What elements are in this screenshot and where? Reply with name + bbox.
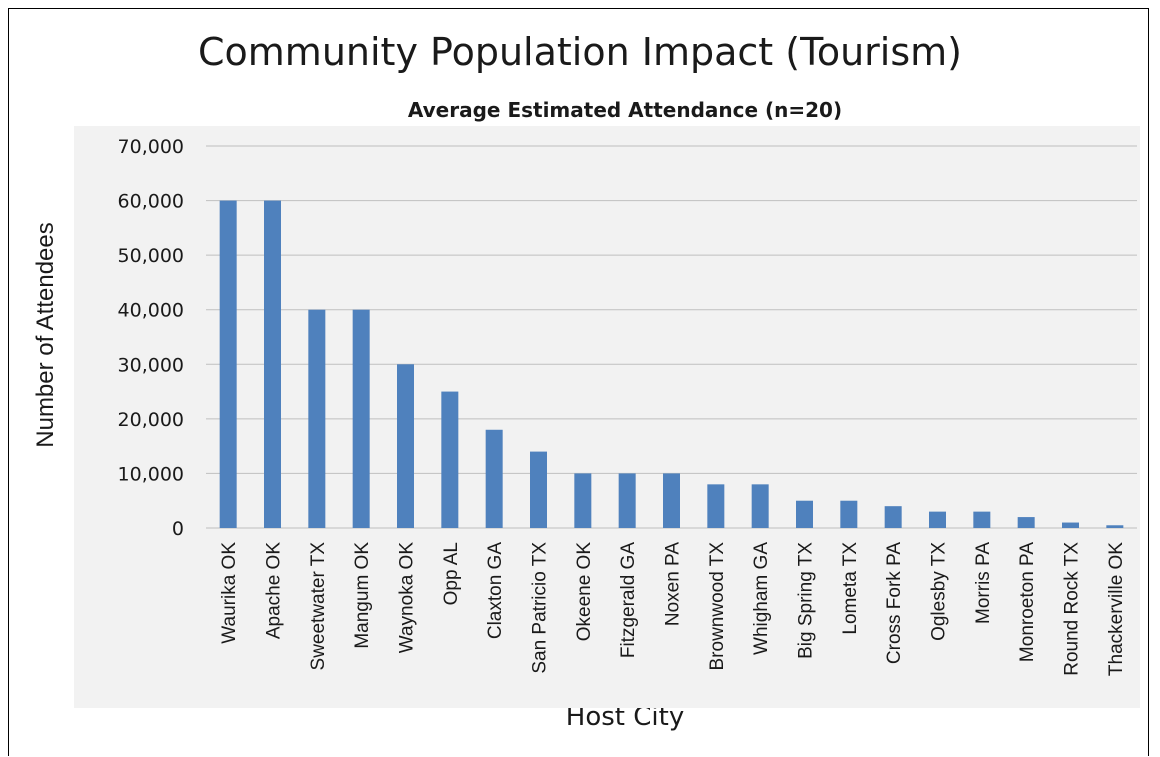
x-tick-label: Cross Fork PA bbox=[884, 542, 905, 664]
x-tick-label: Mangum OK bbox=[352, 542, 373, 649]
x-tick-label: Okeene OK bbox=[574, 542, 595, 642]
x-tick-label: Monroeton PA bbox=[1017, 542, 1038, 662]
x-tick-label: Sweetwater TX bbox=[308, 542, 329, 671]
y-tick-label: 10,000 bbox=[118, 463, 184, 485]
bar bbox=[618, 473, 636, 528]
x-tick-label: Noxen PA bbox=[663, 542, 684, 626]
x-tick-label: Waynoka OK bbox=[397, 542, 418, 654]
bar bbox=[308, 309, 326, 528]
x-tick-label: Whigham GA bbox=[751, 542, 772, 655]
x-tick-label: Lometa TX bbox=[840, 542, 861, 635]
x-tick-label: San Patricio TX bbox=[530, 542, 551, 674]
x-tick-labels: Waurika OK Apache OK Sweetwater TX Mangum O… bbox=[219, 542, 1127, 676]
bar bbox=[707, 484, 725, 528]
bar bbox=[219, 200, 237, 529]
x-tick-label: Fitzgerald GA bbox=[618, 542, 639, 658]
y-tick-label: 20,000 bbox=[118, 409, 184, 431]
x-tick-label: Opp AL bbox=[441, 542, 462, 605]
bar bbox=[1017, 517, 1035, 528]
y-tick-label: 70,000 bbox=[118, 136, 184, 158]
y-tick-labels: 0 10,000 20,000 30,000 40,000 50,000 60,000 70,… bbox=[118, 136, 184, 540]
bar bbox=[397, 364, 414, 528]
bar bbox=[441, 391, 459, 528]
y-tick-label: 40,000 bbox=[118, 300, 184, 322]
chart-subtitle: Average Estimated Attendance (n=20) bbox=[407, 98, 843, 122]
bar bbox=[973, 511, 991, 528]
chart-title: Community Population Impact (Tourism) bbox=[198, 30, 962, 74]
bar bbox=[574, 473, 592, 528]
bar bbox=[929, 511, 946, 528]
x-tick-label: Round Rock TX bbox=[1062, 542, 1083, 676]
bar bbox=[264, 200, 281, 529]
y-tick-label: 50,000 bbox=[118, 245, 184, 267]
bar bbox=[352, 309, 370, 528]
x-tick-label: Thackerville OK bbox=[1106, 542, 1127, 676]
x-tick-label: Morris PA bbox=[973, 542, 994, 624]
bar bbox=[840, 500, 858, 528]
bar bbox=[796, 500, 813, 528]
bar bbox=[485, 429, 503, 528]
y-tick-label: 60,000 bbox=[118, 191, 184, 213]
x-tick-label: Waurika OK bbox=[219, 542, 240, 644]
x-tick-label: Big Spring TX bbox=[796, 542, 817, 659]
bar bbox=[884, 506, 902, 528]
x-tick-label: Brownwood TX bbox=[707, 542, 728, 671]
bars bbox=[219, 200, 1124, 529]
y-tick-label: 0 bbox=[172, 518, 184, 540]
chart-area bbox=[74, 126, 1140, 708]
bar bbox=[530, 451, 547, 528]
bar bbox=[663, 473, 680, 528]
bar bbox=[1062, 522, 1079, 528]
bar bbox=[751, 484, 769, 528]
x-tick-label: Apache OK bbox=[264, 542, 285, 639]
x-tick-label: Claxton GA bbox=[485, 542, 506, 639]
y-tick-label: 30,000 bbox=[118, 354, 184, 376]
x-tick-label: Oglesby TX bbox=[929, 542, 950, 641]
bar bbox=[1106, 525, 1124, 528]
